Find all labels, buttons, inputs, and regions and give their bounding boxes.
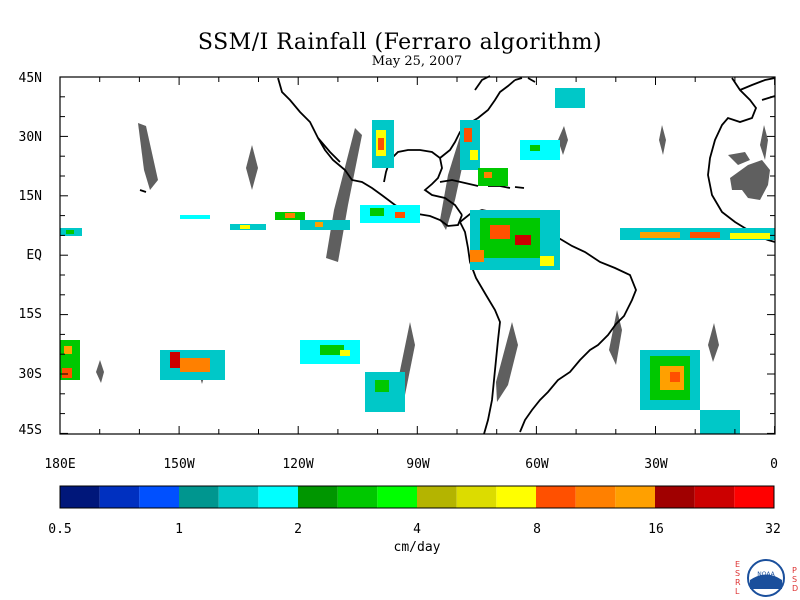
map-title: SSM/I Rainfall (Ferraro algorithm)	[197, 30, 603, 55]
colorbar-label-2: 2	[294, 522, 302, 537]
svg-text:NOAA: NOAA	[757, 571, 775, 578]
colorbar-swatch	[298, 486, 338, 508]
colorbar-swatch	[258, 486, 298, 508]
colorbar-frame	[59, 485, 775, 509]
lat-label-30s: 30S	[18, 367, 42, 382]
lat-label-45s: 45S	[18, 423, 42, 438]
colorbar-label-6: 32	[765, 522, 781, 537]
colorbar-swatch	[456, 486, 497, 508]
noaa-logo-icon: NOAA	[747, 559, 785, 597]
colorbar-label-1: 1	[175, 522, 183, 537]
lon-label-60w: 60W	[525, 457, 549, 472]
lat-label-30n: 30N	[18, 130, 42, 145]
colorbar-swatch	[536, 486, 576, 508]
lat-label-45n: 45N	[18, 71, 42, 86]
colorbar-label-3: 4	[413, 522, 421, 537]
lon-label-120w: 120W	[282, 457, 314, 472]
colorbar-swatch	[218, 486, 259, 508]
colorbar-swatch	[694, 486, 735, 508]
colorbar-swatch	[615, 486, 655, 508]
colorbar-swatch	[734, 486, 774, 508]
lon-label-90w: 90W	[406, 457, 430, 472]
colorbar	[59, 485, 775, 509]
colorbar-swatch	[179, 486, 219, 508]
lon-label-150w: 150W	[163, 457, 195, 472]
colorbar-swatch	[417, 486, 457, 508]
lon-label-30w: 30W	[644, 457, 668, 472]
colorbar-swatch	[99, 486, 140, 508]
colorbar-label-5: 16	[648, 522, 664, 537]
colorbar-label-0: 0.5	[48, 522, 72, 537]
lat-label-15s: 15S	[18, 307, 42, 322]
map-ticks	[59, 76, 776, 434]
colorbar-swatch	[377, 486, 417, 508]
lat-label-eq: EQ	[26, 248, 42, 263]
lon-label-0: 0	[770, 457, 778, 472]
colorbar-swatch	[496, 486, 536, 508]
colorbar-swatch	[655, 486, 695, 508]
map-date: May 25, 2007	[371, 54, 463, 69]
colorbar-label-4: 8	[533, 522, 541, 537]
colorbar-swatch	[575, 486, 616, 508]
lon-label-180e: 180E	[44, 457, 76, 472]
colorbar-swatch	[337, 486, 378, 508]
colorbar-swatch	[139, 486, 179, 508]
rainfall-cells	[60, 88, 775, 434]
colorbar-units: cm/day	[393, 540, 441, 555]
lat-label-15n: 15N	[18, 189, 42, 204]
colorbar-swatch	[60, 486, 100, 508]
